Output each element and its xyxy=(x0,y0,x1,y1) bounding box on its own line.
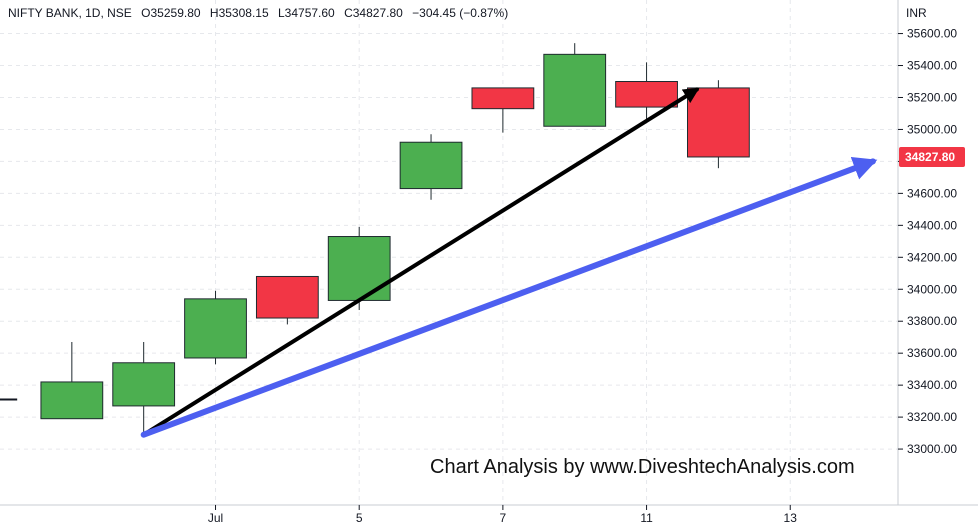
candle-body xyxy=(112,362,176,407)
time-axis-tick-label: 11 xyxy=(640,511,653,525)
price-axis-tick-label: 33800.00 xyxy=(907,314,957,328)
last-price-tag: 34827.80 xyxy=(899,146,965,167)
price-axis-tick-label: 34200.00 xyxy=(907,250,957,264)
grid-lines xyxy=(0,0,898,505)
watermark-text: Chart Analysis by www.DiveshtechAnalysis… xyxy=(430,456,855,478)
price-axis: 33000.00 33200.00 33400.00 33600.00 33800.00… xyxy=(898,27,957,456)
candle xyxy=(543,43,607,127)
price-axis-tick-label: 35200.00 xyxy=(907,90,957,104)
candle xyxy=(255,275,319,325)
candle-body xyxy=(40,381,104,420)
candle-body xyxy=(399,141,463,190)
price-axis-tick-label: 34000.00 xyxy=(907,282,957,296)
last-price-tag-background xyxy=(899,146,965,167)
price-axis-tick-label: 34600.00 xyxy=(907,186,957,200)
time-axis-tick-label: Jul xyxy=(208,511,223,525)
candle xyxy=(399,134,463,200)
price-axis-tick-label: 34400.00 xyxy=(907,218,957,232)
candle xyxy=(687,80,750,169)
open-prefix: O xyxy=(141,6,150,20)
price-axis-tick-label: 35400.00 xyxy=(907,59,957,73)
chart-header: NIFTY BANK, 1D, NSE O35259.80 H35308.15 … xyxy=(8,6,508,20)
time-axis-tick-label: 7 xyxy=(500,511,507,525)
open-value: 35259.80 xyxy=(151,6,201,20)
price-axis-tick-label: 33200.00 xyxy=(907,410,957,424)
low-value: 34757.60 xyxy=(285,6,335,20)
price-axis-tick-label: 35600.00 xyxy=(907,27,957,41)
candle-body xyxy=(687,87,750,158)
high-prefix: H xyxy=(210,6,219,20)
price-axis-tick-label: 33600.00 xyxy=(907,346,957,360)
candle-body xyxy=(471,87,535,110)
close-prefix: C xyxy=(344,6,353,20)
candle-body xyxy=(255,275,319,319)
candle xyxy=(327,226,391,311)
black-trend-arrow xyxy=(141,87,700,437)
time-axis: Jul 5 7 11 13 xyxy=(208,505,797,525)
close-value: 34827.80 xyxy=(353,6,403,20)
candle xyxy=(40,341,104,420)
blue-trend-arrow xyxy=(140,156,878,438)
candle xyxy=(112,341,176,435)
candle-body xyxy=(543,53,607,127)
price-axis-tick-label: 33400.00 xyxy=(907,378,957,392)
high-value: 35308.15 xyxy=(219,6,269,20)
trend-arrows xyxy=(140,87,878,438)
time-axis-tick-label: 5 xyxy=(356,511,363,525)
candle xyxy=(471,87,535,133)
currency-label: INR xyxy=(906,6,927,20)
low-prefix: L xyxy=(278,6,285,20)
candle xyxy=(615,62,678,120)
price-axis-tick-label: 33000.00 xyxy=(907,442,957,456)
price-axis-tick-label: 35000.00 xyxy=(907,122,957,136)
candle-body xyxy=(327,236,391,301)
change-value: −304.45 (−0.87%) xyxy=(412,6,508,20)
time-axis-tick-label: 13 xyxy=(784,511,798,525)
candle-body xyxy=(184,298,247,359)
last-price-tag-label: 34827.80 xyxy=(905,150,955,164)
candles xyxy=(0,43,750,435)
candle-body xyxy=(615,81,678,108)
symbol-label: NIFTY BANK, 1D, NSE xyxy=(8,6,132,20)
candle xyxy=(184,290,247,365)
